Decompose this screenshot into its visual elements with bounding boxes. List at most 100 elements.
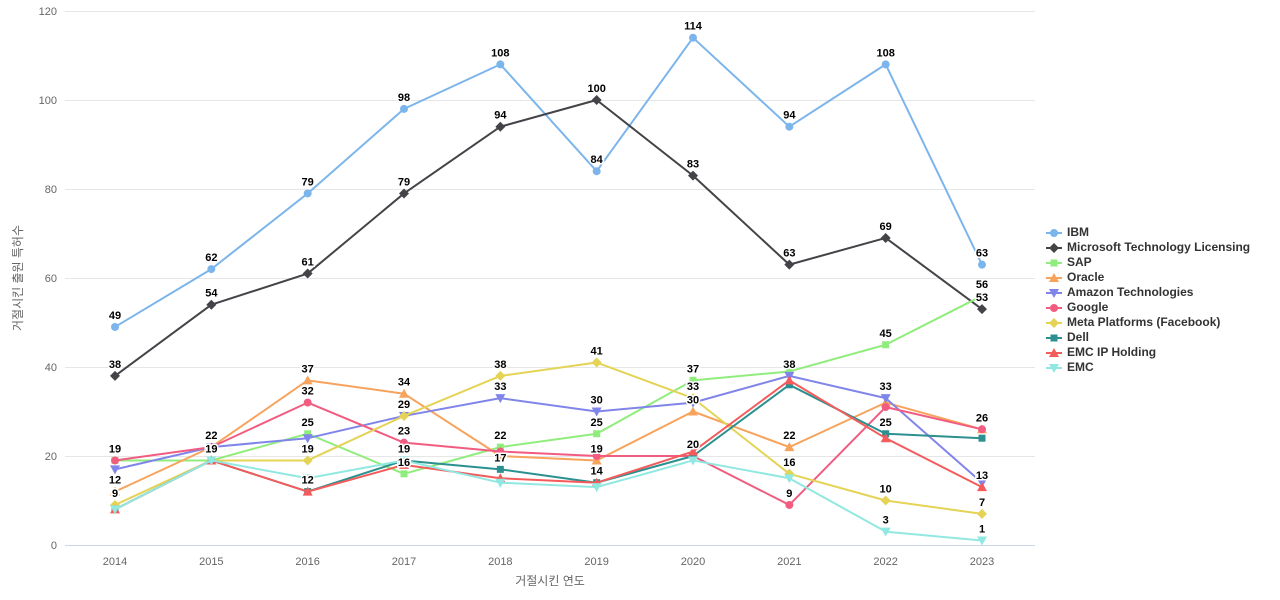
data-label: 41	[591, 346, 603, 358]
legend-item-emc-ip-holding[interactable]: EMC IP Holding	[1046, 345, 1250, 360]
marker-diamond	[399, 188, 409, 199]
marker-diamond	[591, 95, 602, 105]
data-label: 22	[205, 430, 217, 442]
marker-triangle-down	[495, 478, 506, 488]
x-tick-label-2018: 2018	[488, 556, 512, 568]
data-label: 32	[302, 386, 314, 398]
data-label: 19	[205, 443, 217, 455]
data-label: 25	[302, 417, 314, 429]
marker-triangle	[784, 375, 795, 385]
legend-marker-icon	[1046, 303, 1062, 312]
marker-triangle-down	[977, 536, 987, 546]
data-label: 22	[783, 430, 795, 442]
legend-label: EMC IP Holding	[1067, 345, 1157, 359]
data-label: 53	[976, 292, 988, 304]
legend-marker-icon	[1046, 242, 1062, 253]
marker-diamond	[302, 455, 313, 466]
legend-item-google[interactable]: Google	[1046, 300, 1250, 315]
legend-marker-icon	[1046, 288, 1062, 298]
marker-triangle-down	[880, 527, 891, 537]
legend-item-sap[interactable]: SAP	[1046, 255, 1250, 270]
marker-circle	[400, 104, 408, 113]
legend-item-oracle[interactable]: Oracle	[1046, 270, 1250, 285]
data-label: 63	[783, 248, 795, 260]
marker-triangle-down	[495, 394, 506, 404]
marker-circle	[881, 403, 890, 412]
data-label: 114	[684, 21, 703, 33]
series-line	[114, 459, 983, 542]
marker-triangle-down	[591, 483, 602, 493]
grid-layer	[65, 11, 1035, 546]
data-label: 33	[880, 381, 892, 393]
series-line	[114, 374, 983, 484]
data-label: 79	[398, 176, 410, 188]
marker-diamond	[206, 299, 217, 310]
marker-circle	[496, 60, 505, 69]
data-label: 108	[876, 47, 894, 59]
data-label: 25	[880, 417, 892, 429]
legend-marker-icon	[1046, 334, 1062, 341]
data-label: 19	[302, 443, 314, 455]
legend-label: Dell	[1067, 330, 1090, 344]
marker-square	[689, 376, 697, 384]
series-line	[114, 36, 983, 328]
data-label: 19	[109, 443, 121, 455]
marker-circle	[881, 60, 890, 69]
legend-item-microsoft-technology-licensing[interactable]: Microsoft Technology Licensing	[1046, 240, 1250, 255]
marker-triangle-down	[784, 474, 795, 484]
marker-circle	[592, 167, 601, 176]
marker-diamond	[977, 508, 987, 519]
marker-circle	[207, 443, 216, 452]
legend-label: IBM	[1067, 225, 1089, 239]
data-label: 84	[591, 154, 604, 166]
marker-triangle	[880, 433, 891, 443]
legend-item-dell[interactable]: Dell	[1046, 330, 1250, 345]
marker-diamond	[399, 410, 409, 421]
marker-triangle	[688, 446, 698, 456]
marker-circle	[978, 425, 986, 434]
marker-triangle	[688, 406, 698, 416]
data-label: 30	[591, 395, 603, 407]
x-tick-label-2022: 2022	[873, 556, 897, 568]
data-label: 9	[786, 488, 792, 500]
data-label: 12	[109, 475, 121, 487]
data-label: 38	[494, 359, 506, 371]
data-label: 63	[976, 248, 988, 260]
marker-triangle-down	[880, 394, 891, 404]
legend-marker-icon	[1046, 259, 1062, 266]
y-tick-label-0: 0	[51, 540, 57, 552]
data-label: 49	[109, 310, 121, 322]
marker-diamond	[302, 268, 313, 279]
legend-marker-icon	[1046, 347, 1062, 357]
marker-triangle	[302, 486, 313, 496]
series-line	[114, 99, 983, 377]
marker-circle	[785, 500, 794, 509]
data-label: 14	[591, 466, 604, 478]
marker-diamond	[110, 370, 120, 381]
series-sap	[111, 292, 986, 478]
marker-circle	[111, 456, 119, 465]
data-label: 45	[880, 328, 892, 340]
data-label: 23	[398, 426, 410, 438]
legend-label: EMC	[1067, 360, 1094, 374]
marker-triangle-down	[110, 465, 120, 475]
series-dell	[111, 381, 986, 513]
y-tick-label-40: 40	[45, 362, 57, 374]
data-label: 62	[205, 252, 217, 264]
marker-circle	[303, 398, 312, 407]
legend-item-emc[interactable]: EMC	[1046, 360, 1250, 375]
marker-diamond	[977, 304, 987, 315]
legend-item-meta-platforms-facebook-[interactable]: Meta Platforms (Facebook)	[1046, 315, 1250, 330]
data-label: 12	[302, 475, 314, 487]
series-layer	[110, 33, 987, 546]
marker-triangle-down	[399, 456, 409, 466]
legend-label: Amazon Technologies	[1067, 285, 1194, 299]
legend-item-amazon-technologies[interactable]: Amazon Technologies	[1046, 285, 1250, 300]
marker-triangle-down	[591, 407, 602, 417]
marker-triangle-down	[302, 434, 313, 444]
legend-item-ibm[interactable]: IBM	[1046, 225, 1250, 240]
data-label: 37	[687, 363, 699, 375]
marker-circle	[111, 322, 119, 331]
data-label: 30	[687, 395, 699, 407]
